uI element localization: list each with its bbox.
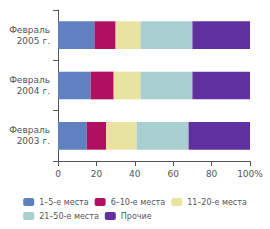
svg-text:Февраль: Февраль — [9, 75, 50, 85]
svg-text:Февраль: Февраль — [9, 125, 50, 135]
svg-text:Февраль: Февраль — [9, 25, 50, 35]
svg-text:21–50-е места: 21–50-е места — [39, 212, 99, 221]
svg-text:60: 60 — [167, 169, 179, 179]
svg-text:100%: 100% — [237, 169, 263, 179]
svg-text:2004 г.: 2004 г. — [17, 86, 50, 96]
svg-text:40: 40 — [129, 169, 141, 179]
svg-text:11–20-е места: 11–20-е места — [187, 198, 247, 207]
svg-text:80: 80 — [206, 169, 218, 179]
svg-text:2005 г.: 2005 г. — [17, 36, 50, 46]
svg-text:Прочие: Прочие — [121, 212, 152, 221]
svg-text:6–10-е места: 6–10-е места — [111, 198, 166, 207]
svg-text:0: 0 — [55, 169, 61, 179]
svg-text:2003 г.: 2003 г. — [17, 136, 50, 146]
svg-text:20: 20 — [91, 169, 103, 179]
svg-text:1–5-е места: 1–5-е места — [39, 198, 89, 207]
